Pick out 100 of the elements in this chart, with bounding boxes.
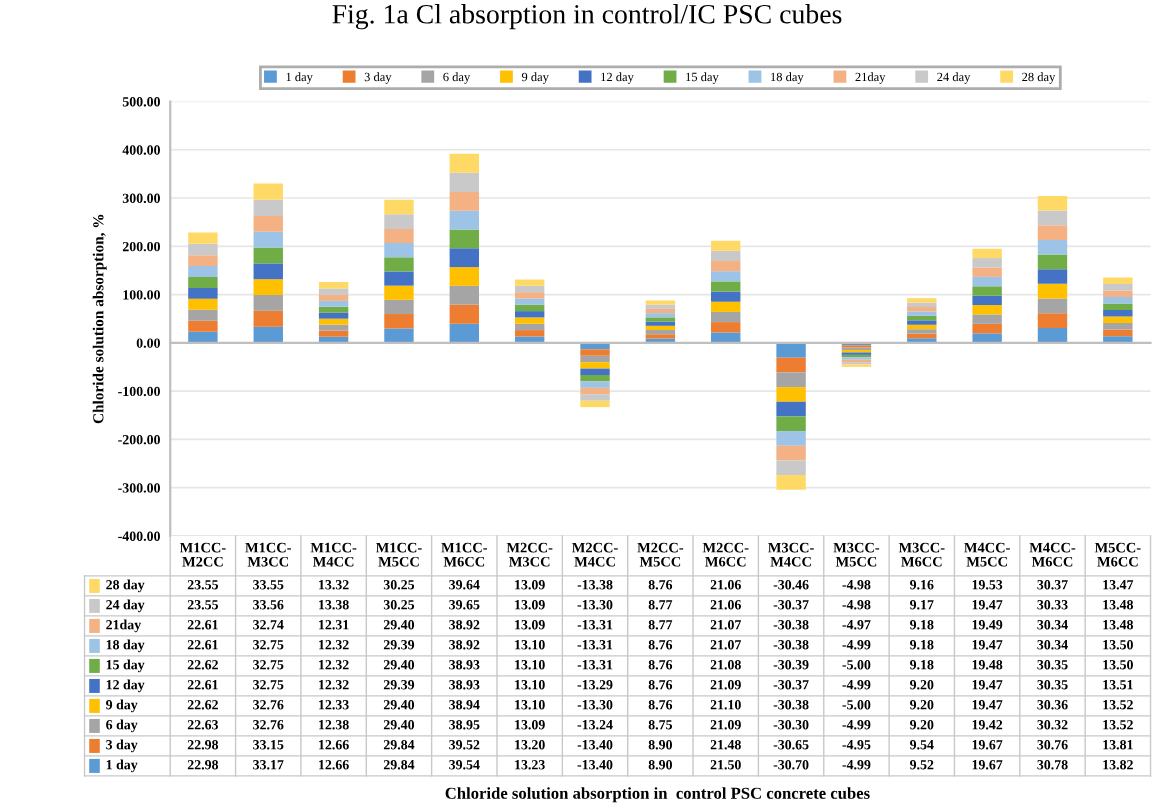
bar [253,231,283,248]
bar [449,172,480,192]
bar [318,282,349,289]
bar [972,286,1002,296]
bar [514,317,545,324]
bar [188,232,218,244]
bar [1103,283,1133,291]
bar [384,214,414,229]
bar [449,285,480,305]
bar [711,301,741,312]
bar [972,248,1002,259]
bar [1037,327,1068,343]
bar [972,314,1002,324]
bar [580,394,610,401]
bar [318,330,349,337]
bar [384,285,414,300]
bar [776,460,806,476]
bar [1037,313,1068,328]
bar [384,299,414,315]
bar [580,362,610,369]
bar [776,401,806,417]
bar [580,400,610,408]
bar [776,431,806,446]
bar [776,387,806,402]
bar [580,368,610,376]
bar [972,333,1002,343]
bar [711,261,741,272]
bar [449,267,480,286]
bar [1037,239,1068,255]
bar [711,311,741,323]
bar [972,267,1002,277]
bar [188,320,218,332]
bar [580,349,610,356]
bar [384,271,414,286]
bar [188,255,218,267]
bar [188,243,218,256]
bar [711,291,741,302]
bar [776,416,806,432]
bar [514,336,545,343]
bar [318,318,349,325]
bar [711,271,741,282]
bar [188,309,218,321]
bar [972,258,1002,268]
bar [972,305,1002,315]
bar [318,324,349,331]
bar [188,331,218,343]
bar [711,332,741,343]
bar [384,328,414,343]
bar [972,276,1002,287]
bar [253,199,283,216]
bar [1037,269,1068,284]
bar [318,294,349,301]
bar [514,330,545,337]
bar [514,304,545,312]
bar [188,266,218,277]
bar [188,287,218,299]
bar [1103,329,1133,337]
bar [514,323,545,331]
bar [1103,303,1133,310]
bar [972,323,1002,334]
bar [711,322,741,333]
bar [580,381,610,388]
bar [1103,277,1133,284]
bar [318,306,349,313]
bar [253,215,283,232]
bar [1103,309,1133,317]
bar [514,279,545,286]
bar [318,312,349,319]
bar [514,292,545,299]
bar [1103,322,1133,330]
bar [1037,254,1068,270]
bar [972,295,1002,306]
bar [253,295,283,311]
bar [188,276,218,288]
bar [776,475,806,490]
bar [384,314,414,329]
bar [514,285,545,293]
bar [449,229,480,249]
bar [188,298,218,310]
bar [776,357,806,373]
bar [449,191,480,211]
bar [449,304,480,324]
bar [580,375,610,382]
bar [318,300,349,307]
bar [449,153,480,173]
bar [384,257,414,272]
bar [711,240,741,251]
bar [776,372,806,388]
bar [1103,316,1133,323]
bar [1103,290,1133,297]
bar [1037,298,1068,314]
bar [1037,210,1068,226]
bar [514,298,545,305]
bar [253,326,283,343]
bar [1037,225,1068,240]
bar [645,325,676,331]
text: Chloride solution absorption in control PSC concrete cubes [445,787,870,803]
bar [253,263,283,280]
bar [449,248,480,268]
bar [449,210,480,230]
